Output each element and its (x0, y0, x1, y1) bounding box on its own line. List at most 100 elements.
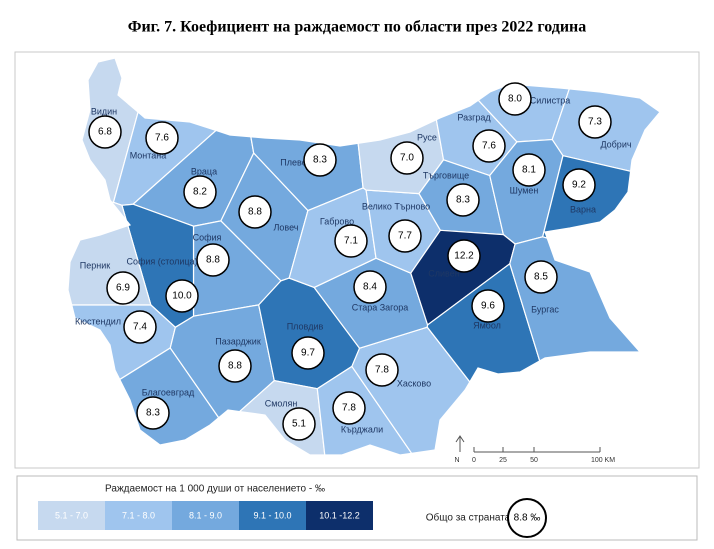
scale-label: 100 KM (591, 457, 615, 464)
legend: 5.1 - 7.0 7.1 - 8.0 8.1 - 9.0 9.1 - 10.0 10.… (38, 501, 373, 530)
value-circle (136, 396, 170, 430)
value-circle (291, 336, 325, 370)
region-name: Силистра (530, 95, 570, 105)
value-circle (88, 115, 122, 149)
value-circle (282, 407, 316, 441)
region-value: 6.8 (98, 127, 112, 138)
region-value: 8.0 (508, 94, 522, 105)
region-value: 7.6 (482, 141, 496, 152)
scale-bar: N 0 25 50 100 KM (454, 435, 615, 464)
value-circle (472, 129, 506, 163)
legend-title: Раждаемост на 1 000 души от населението … (105, 484, 325, 495)
region-value: 7.6 (155, 133, 169, 144)
legend-swatch (38, 501, 105, 530)
value-circle (165, 279, 199, 313)
region-value: 8.5 (534, 272, 548, 283)
total-circle (507, 498, 547, 538)
region-value: 8.8 (206, 255, 220, 266)
value-circle (106, 271, 140, 305)
region-name: Видин (91, 106, 117, 116)
scale-label: 50 (530, 457, 538, 464)
region-name: Враца (191, 166, 217, 176)
region-name: Пазарджик (215, 336, 261, 346)
region-value: 5.1 (292, 419, 306, 430)
scale-label: 0 (472, 457, 476, 464)
map-frame (14, 51, 700, 469)
legend-label: 8.1 - 9.0 (189, 510, 222, 520)
legend-swatch (172, 501, 239, 530)
value-circle (471, 289, 505, 323)
value-circle (365, 353, 399, 387)
region-name: Ямбол (473, 320, 501, 330)
region-value: 8.3 (456, 195, 470, 206)
region-value: 10.0 (172, 291, 192, 302)
legend-label: 10.1 -12.2 (319, 510, 360, 520)
region-name: София (столица) (126, 256, 197, 266)
region-name: Добрич (600, 139, 631, 149)
value-circle (196, 243, 230, 277)
region-value: 8.2 (193, 187, 207, 198)
value-circle (334, 224, 368, 258)
region-name: Смолян (265, 398, 298, 408)
value-circle (562, 168, 596, 202)
region-value: 9.7 (301, 348, 315, 359)
region-value: 8.1 (522, 165, 536, 176)
legend-label: 5.1 - 7.0 (55, 510, 88, 520)
region-name: Разград (457, 112, 491, 122)
legend-swatch (239, 501, 306, 530)
region-value: 8.8 (228, 361, 242, 372)
region-value: 7.0 (400, 153, 414, 164)
legend-label: 9.1 - 10.0 (253, 510, 291, 520)
value-circle (218, 349, 252, 383)
value-circle (332, 391, 366, 425)
region-name: Търговище (423, 170, 469, 180)
region-value: 8.3 (313, 155, 327, 166)
region-value: 7.3 (588, 117, 602, 128)
region-name: Кюстендил (75, 316, 121, 326)
region-name: Варна (570, 204, 596, 214)
value-circle (524, 260, 558, 294)
region-name: Перник (80, 260, 110, 270)
region-value: 7.4 (133, 322, 147, 333)
region-name: Бургас (531, 304, 559, 314)
region-name: Шумен (510, 185, 539, 195)
region-name: Монтана (130, 150, 167, 160)
region-value: 9.2 (572, 180, 586, 191)
region-value: 7.1 (344, 236, 358, 247)
region-name: Русе (417, 132, 437, 142)
total-label: Общо за страната (426, 512, 511, 524)
region (426, 262, 541, 383)
value-circle (512, 153, 546, 187)
region-name: Плевен (280, 157, 311, 167)
region-value: 8.3 (146, 408, 160, 419)
region-value: 7.8 (375, 365, 389, 376)
north-arrow (455, 435, 465, 452)
total-value: 8.8 ‰ (514, 513, 541, 524)
region-value: 9.6 (481, 301, 495, 312)
region-name: София (193, 232, 222, 242)
region-name: Габрово (320, 216, 354, 226)
region-value: 8.8 (248, 207, 262, 218)
region-value: 7.8 (342, 403, 356, 414)
value-circle (390, 141, 424, 175)
value-circle (145, 121, 179, 155)
region-name: Стара Загора (352, 302, 409, 312)
value-circle (303, 143, 337, 177)
legend-label: 7.1 - 8.0 (122, 510, 155, 520)
region-value: 6.9 (116, 283, 130, 294)
value-circle (498, 82, 532, 116)
region-name: Благоевград (142, 387, 195, 397)
region-name: Кърджали (341, 424, 383, 434)
region-value: 8.4 (363, 282, 377, 293)
value-circle (238, 195, 272, 229)
legend-swatch (306, 501, 373, 530)
legend-swatch (105, 501, 172, 530)
region-name: Пловдив (287, 321, 324, 331)
title: Фиг. 7. Коефициент на раждаемост по обла… (128, 19, 587, 36)
region-name: Ловеч (274, 222, 299, 232)
north-label: N (454, 457, 459, 464)
value-circle (353, 270, 387, 304)
region-name: Велико Търново (362, 201, 430, 211)
value-circle (447, 239, 481, 273)
